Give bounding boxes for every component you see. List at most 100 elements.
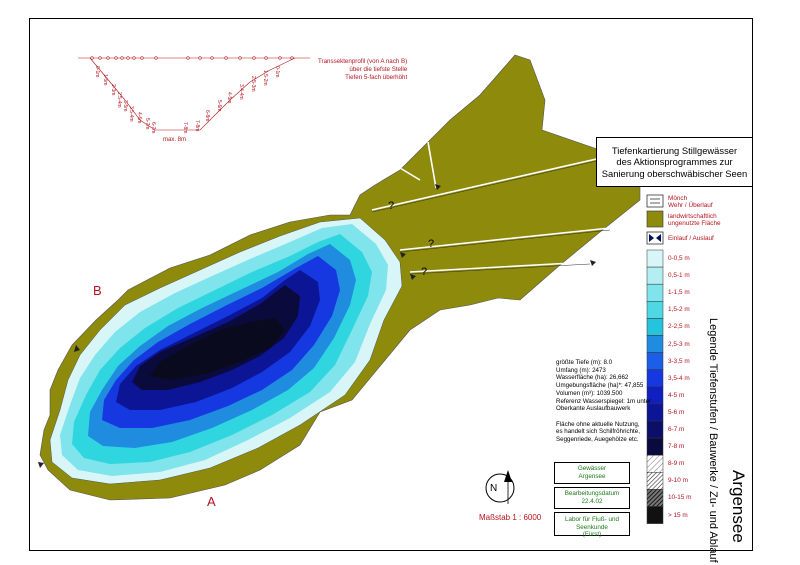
depth-class-label: 3-3,5 m xyxy=(668,357,690,365)
legend-vertical-title: Argensee xyxy=(729,470,748,543)
water-value: Argensee xyxy=(578,472,606,480)
legend-vertical-subtitle: Legende Tiefenstufen / Bauwerke / Zu- un… xyxy=(707,318,719,563)
title-line: Sanierung oberschwäbischer Seen xyxy=(601,167,748,179)
depth-class-label: 2,5-3 m xyxy=(668,340,690,348)
field-lines xyxy=(371,141,637,273)
depth-zone-7 xyxy=(150,318,285,380)
title-line: Tiefenkartierung Stillgewässer xyxy=(611,144,738,156)
legend-label-text: Wehr / Überlauf xyxy=(668,202,713,209)
lab-person: (Fürst) xyxy=(582,531,602,539)
profile-depth-label: 0-1m xyxy=(94,66,100,78)
profile-depth-label: 4-5m xyxy=(226,92,232,104)
profile-caption-line: Tiefen 5-fach überhöht xyxy=(345,74,408,81)
depth-class-label: 4-5 m xyxy=(668,391,685,399)
date-value: 22.4.02 xyxy=(581,497,603,505)
depth-swatch xyxy=(646,454,664,473)
depth-class-label: 0-0,5 m xyxy=(668,255,690,262)
profile-caption: Transsektenprofil (von A nach B) über di… xyxy=(318,58,407,82)
point-a-label: A xyxy=(207,494,216,509)
profile-depth-label: 7-8m xyxy=(194,120,200,132)
depth-swatch xyxy=(646,472,664,490)
profile-depth-label: 1-5m xyxy=(102,74,108,86)
depth-swatch xyxy=(646,318,664,336)
depth-class-label: 8-9 m xyxy=(668,460,685,468)
depth-swatch xyxy=(646,301,664,319)
depth-class-label: 7-8 m xyxy=(668,443,685,451)
question-mark: ? xyxy=(428,238,435,250)
depth-swatch xyxy=(646,506,664,524)
depth-class-label: 0,5-1 m xyxy=(668,272,690,280)
stat-line: größte Tiefe (m): 8.0 xyxy=(556,359,613,366)
lake-statistics: größte Tiefe (m): 8.0 Umfang (m): 2473 Was… xyxy=(556,359,651,444)
depth-class-label: 9-10 m xyxy=(668,477,688,485)
stat-line: Fläche ohne aktuelle Nutzung, xyxy=(556,420,640,428)
legend-label-text: Einlauf / Auslauf xyxy=(668,235,714,242)
profile-depth-label: 6-7m xyxy=(150,122,156,134)
question-mark: ? xyxy=(421,266,428,278)
stat-line: es handelt sich Schilfröhrichte, xyxy=(556,428,640,436)
profile-ticks xyxy=(90,56,294,60)
lab-name: Labor für Fluß- und Seenkunde xyxy=(565,516,619,531)
legend-land-label: landwirtschaftlich ungenutzte Fläche xyxy=(668,213,721,227)
water-info-box: Gewässer Argensee xyxy=(554,462,630,484)
stat-line: Volumen (m³): 1039.500 xyxy=(556,389,623,397)
depth-swatch xyxy=(646,266,664,285)
date-label: Bearbeitungsdatum xyxy=(564,490,620,497)
inflow-markers xyxy=(38,184,596,468)
title-line: des Aktionsprogrammes zur xyxy=(616,156,733,168)
depth-swatch xyxy=(646,283,664,302)
inflow-outflow-icon xyxy=(646,231,664,245)
legend-inflow-label: Einlauf / Auslauf xyxy=(668,235,714,242)
profile-depth-label: 1.5-2m xyxy=(262,70,268,86)
profile-depth-label: 5-6m xyxy=(216,100,222,112)
profile-depth-label: 2.5-3m xyxy=(250,76,256,92)
profile-depth-label: 4-6m xyxy=(136,112,142,124)
depth-swatch xyxy=(646,335,664,353)
depth-class-label: > 15 m xyxy=(668,511,688,519)
weir-icon xyxy=(646,194,664,208)
north-arrow-icon xyxy=(485,470,515,504)
stat-line: Wasserfläche (ha): 26,662 xyxy=(556,374,629,382)
land-swatch xyxy=(646,210,664,228)
depth-swatch xyxy=(646,249,664,268)
lab-info-box: Labor für Fluß- und Seenkunde (Fürst) xyxy=(554,512,630,539)
depth-class-label: 1,5-2 m xyxy=(668,306,690,314)
map-frame xyxy=(29,18,753,551)
title-box: Tiefenkartierung Stillgewässer des Aktio… xyxy=(596,137,753,187)
stat-line: Seggenriede, Auegehölze etc. xyxy=(556,436,639,444)
stat-line: Umgebungsfläche (ha)*: 47,855 xyxy=(556,382,644,390)
stat-line: Umfang (m): 2473 xyxy=(556,366,606,374)
profile-depth-label: 0-1m xyxy=(274,66,280,78)
profile-depth-label: 3.5-4m xyxy=(128,106,134,122)
date-info-box: Bearbeitungsdatum 22.4.02 xyxy=(554,487,630,509)
profile-max-label: max. 8m xyxy=(163,137,187,143)
scale-label: Maßstab 1 : 6000 xyxy=(479,513,542,522)
stat-line xyxy=(556,413,651,421)
legend-label-text: landwirtschaftlich xyxy=(668,213,717,220)
profile-caption-line: Transsektenprofil (von A nach B) xyxy=(318,58,408,65)
stat-line: Referenz Wasserspiegel: 1m unter xyxy=(556,397,652,405)
profile-caption-line: über die tiefste Stelle xyxy=(349,66,408,73)
water-label: Gewässer xyxy=(577,465,607,472)
profile-depth-label: 6-8m xyxy=(204,110,210,122)
question-mark: ? xyxy=(388,200,395,212)
legend-label-text: Mönch xyxy=(668,195,688,202)
depth-class-label: 2-2,5 m xyxy=(668,323,690,331)
stat-line: Oberkante Auslaufbauwerk xyxy=(556,405,631,413)
profile-depth-label: 3.4-4m xyxy=(238,84,244,100)
depth-legend-swatches xyxy=(646,249,664,524)
depth-class-label: 5-6 m xyxy=(668,408,685,416)
legend-weir-label: Mönch Wehr / Überlauf xyxy=(668,195,713,209)
transect-profile xyxy=(78,57,310,131)
depth-class-label: 10-15 m xyxy=(668,494,692,502)
depth-class-label: 6-7 m xyxy=(668,426,685,433)
legend-label-text: ungenutzte Fläche xyxy=(668,220,721,227)
depth-swatch xyxy=(646,489,664,507)
profile-depth-label: 7-8m xyxy=(182,122,188,134)
point-b-label: B xyxy=(93,283,102,298)
depth-class-label: 1-1,5 m xyxy=(668,289,690,297)
north-label: N xyxy=(490,483,498,494)
depth-class-label: 3,5-4 m xyxy=(668,374,690,382)
